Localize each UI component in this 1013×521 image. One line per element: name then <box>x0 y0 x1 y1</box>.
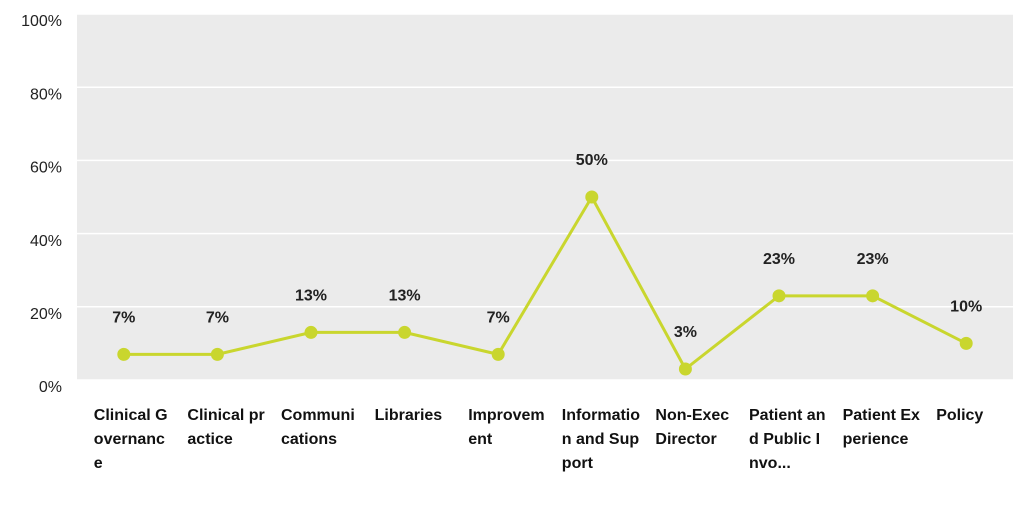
x-tick-label: Non-Exec Director <box>655 407 730 448</box>
x-tick-label: Patient Experience <box>842 407 920 448</box>
plot-area <box>77 14 1013 380</box>
y-tick-label: 60% <box>30 160 62 177</box>
point <box>398 325 412 339</box>
point <box>866 289 880 303</box>
y-tick-label: 80% <box>30 86 62 103</box>
point <box>585 190 599 204</box>
x-tick-label: Libraries <box>374 407 443 424</box>
data-label: 3% <box>674 324 697 341</box>
data-label: 7% <box>112 310 135 327</box>
x-tick-label: Policy <box>936 407 984 424</box>
x-tick-label: Information and Support <box>561 407 641 472</box>
x-tick-label: Clinical practice <box>187 407 265 448</box>
point <box>210 347 224 361</box>
point <box>304 325 318 339</box>
data-label: 10% <box>950 299 982 316</box>
x-tick-label: Improvement <box>468 407 545 448</box>
point <box>117 347 131 361</box>
line <box>123 193 967 372</box>
x-tick-label: Clinical Governance <box>93 407 168 472</box>
data-label: 7% <box>206 310 229 327</box>
y-tick-label: 100% <box>21 13 62 30</box>
y-tick-label: 0% <box>39 379 62 396</box>
x-tick-label: Patient and Public Invo... <box>749 407 826 472</box>
y-tick-label: 40% <box>30 233 62 250</box>
y-tick-label: 20% <box>30 306 62 323</box>
data-label: 13% <box>295 288 327 305</box>
point <box>772 289 786 303</box>
data-label: 13% <box>389 288 421 305</box>
point <box>678 362 692 376</box>
data-label: 50% <box>576 152 608 169</box>
data-label: 7% <box>487 310 510 327</box>
point <box>491 347 505 361</box>
data-label: 23% <box>763 251 795 268</box>
data-label: 23% <box>857 251 889 268</box>
x-tick-label: Communications <box>281 407 355 448</box>
point <box>959 336 973 350</box>
